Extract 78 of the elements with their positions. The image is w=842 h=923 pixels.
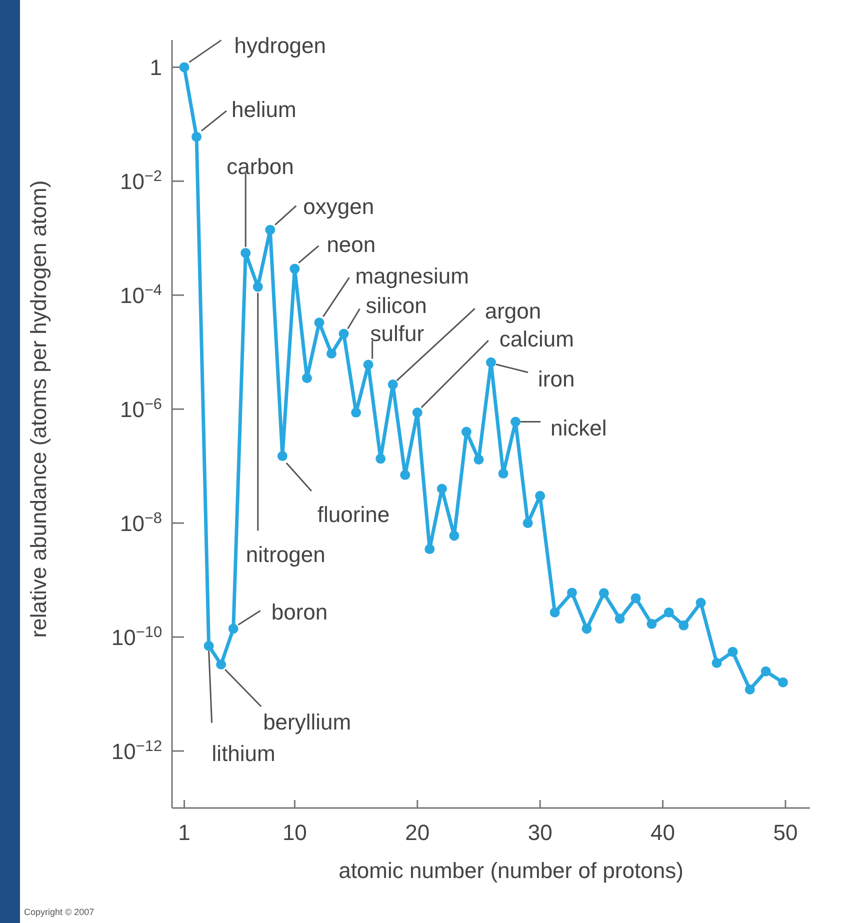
point bbox=[192, 132, 202, 142]
annotation: hydrogen bbox=[234, 33, 326, 58]
annotation: nickel bbox=[550, 416, 607, 441]
point bbox=[566, 588, 577, 598]
point bbox=[252, 282, 263, 292]
x-tick-label: 50 bbox=[773, 820, 798, 845]
x-tick-label: 20 bbox=[405, 820, 430, 845]
point bbox=[744, 684, 755, 695]
annotation: argon bbox=[484, 298, 542, 324]
point bbox=[614, 614, 625, 624]
x-tick-label: 40 bbox=[650, 820, 676, 845]
point bbox=[265, 224, 276, 235]
point bbox=[550, 607, 560, 618]
point bbox=[474, 454, 484, 465]
point bbox=[302, 373, 312, 384]
point bbox=[412, 408, 422, 418]
point bbox=[510, 416, 521, 427]
annotation: lithium bbox=[212, 740, 276, 766]
point bbox=[449, 530, 460, 541]
y-tick-label: 10$^{−12}$ bbox=[111, 738, 162, 764]
annotation: calcium bbox=[499, 326, 574, 352]
point bbox=[760, 666, 771, 676]
point bbox=[228, 624, 238, 634]
annotation: fluorine bbox=[317, 502, 390, 528]
point bbox=[498, 468, 508, 479]
y-tick-label: 1 bbox=[150, 55, 162, 80]
point bbox=[240, 248, 251, 258]
x-tick-label: 1 bbox=[178, 820, 190, 845]
x-axis-title: atomic number (number of protons) bbox=[338, 858, 684, 883]
annotation: silicon bbox=[366, 292, 427, 318]
y-axis-title: relative abundance (atoms per hydrogen atom) bbox=[26, 180, 51, 638]
point bbox=[204, 640, 214, 651]
x-tick-label: 10 bbox=[282, 820, 307, 845]
point bbox=[179, 62, 190, 72]
point bbox=[351, 408, 362, 418]
annotation: carbon bbox=[226, 154, 294, 179]
point bbox=[314, 318, 324, 328]
point bbox=[678, 620, 689, 630]
x-tick-label: 30 bbox=[528, 820, 552, 845]
point bbox=[728, 646, 738, 657]
annotation: beryllium bbox=[263, 709, 352, 734]
point bbox=[535, 490, 546, 501]
point bbox=[277, 451, 288, 462]
annotation: boron bbox=[271, 600, 328, 625]
y-tick-label: 10$^{−4}$ bbox=[120, 282, 162, 308]
point bbox=[436, 484, 447, 494]
point bbox=[646, 618, 657, 629]
annotation: neon bbox=[326, 232, 376, 257]
point bbox=[388, 380, 398, 390]
point bbox=[376, 454, 386, 464]
point bbox=[712, 658, 722, 668]
y-tick-label: 10$^{−8}$ bbox=[120, 510, 162, 536]
annotation: iron bbox=[538, 366, 575, 392]
point bbox=[486, 357, 496, 368]
point bbox=[363, 360, 374, 370]
y-tick-label: 10$^{−6}$ bbox=[120, 396, 162, 422]
point bbox=[326, 348, 336, 359]
annotation: oxygen bbox=[303, 194, 374, 219]
point bbox=[582, 624, 592, 634]
annotation: nitrogen bbox=[246, 542, 326, 567]
point bbox=[696, 598, 706, 608]
y-tick-label: 10$^{−10}$ bbox=[111, 624, 162, 650]
annotation: helium bbox=[232, 96, 296, 122]
point bbox=[424, 544, 435, 554]
point bbox=[630, 593, 641, 604]
text: Copyright © 2007 bbox=[24, 907, 94, 917]
point bbox=[338, 328, 349, 339]
point bbox=[400, 470, 410, 480]
y-tick-label: 10$^{−2}$ bbox=[120, 168, 162, 194]
point bbox=[290, 264, 300, 274]
point bbox=[216, 659, 226, 670]
point bbox=[664, 607, 674, 618]
point bbox=[778, 677, 788, 688]
point bbox=[461, 426, 472, 437]
annotation: sulfur bbox=[370, 320, 424, 346]
point bbox=[598, 588, 609, 598]
point bbox=[522, 518, 533, 528]
annotation: magnesium bbox=[355, 264, 469, 289]
